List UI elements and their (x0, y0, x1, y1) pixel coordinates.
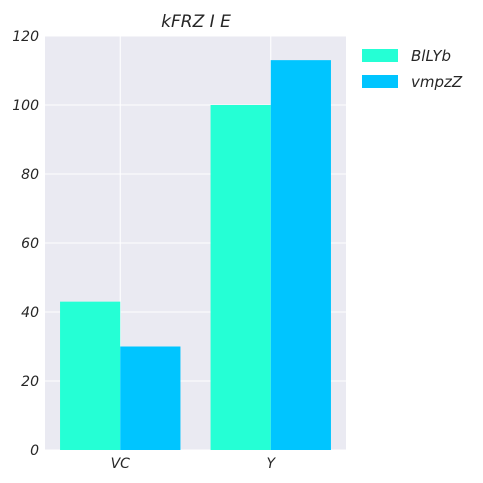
x-tick-label: VC (111, 456, 131, 472)
y-tick-labels: 0 20 40 60 80 100 120 (12, 29, 39, 459)
chart-title: kFRZ I E (161, 12, 231, 32)
y-tick-label: 120 (12, 29, 39, 45)
x-tick-label: Y (266, 456, 276, 472)
bar-BlLYb-Y (210, 105, 271, 450)
y-tick-label: 100 (12, 98, 39, 114)
bars (60, 60, 331, 451)
bar-vmpzZ-Y (270, 60, 331, 451)
legend-label: BlLYb (411, 47, 451, 65)
bar-BlLYb-VC (60, 301, 121, 450)
y-tick-label: 0 (30, 443, 39, 459)
legend-label: vmpzZ (411, 73, 463, 91)
y-tick-label: 20 (21, 374, 39, 390)
legend-swatch (362, 49, 398, 62)
y-tick-label: 80 (21, 167, 39, 183)
legend-swatch (362, 75, 398, 88)
legend: BlLYb vmpzZ (362, 47, 463, 91)
bar-vmpzZ-VC (120, 346, 181, 450)
x-tick-labels: VC Y (111, 456, 277, 472)
y-tick-label: 60 (21, 236, 39, 252)
y-tick-label: 40 (21, 305, 39, 321)
